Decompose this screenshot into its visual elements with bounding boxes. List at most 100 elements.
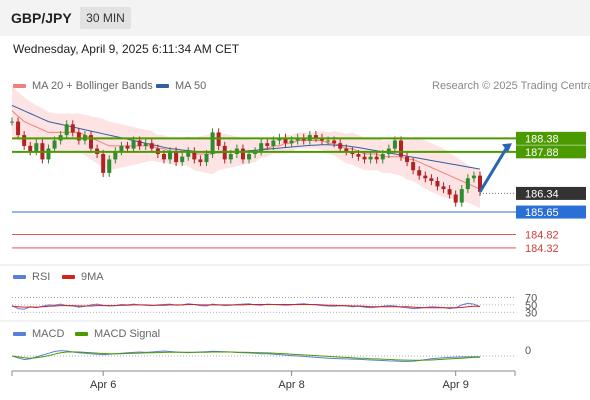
candle-body [70,124,75,133]
candle-body [423,175,428,179]
candle-body [362,156,367,160]
forecast-arrow-head [502,143,512,153]
candle-body [168,151,173,160]
candle-body [240,148,245,160]
candle-body [441,186,446,190]
chart-header: GBP/JPY 30 MIN [0,0,590,36]
price-label-box [516,205,586,219]
candle-body [137,140,142,146]
price-label: 187.88 [525,147,559,159]
rsi-swatch [13,275,26,279]
rsi-level-label: 50 [525,300,537,312]
price-label: 188.38 [525,133,559,145]
candle-body [10,121,14,123]
candle-body [46,148,51,160]
ma20-swatch [13,84,26,88]
candle-body [313,135,318,138]
candle-body [259,143,264,152]
candle-body [374,156,379,160]
candle-body [210,132,215,154]
candle-body [125,145,130,149]
candle-body [174,151,179,163]
candle-body [228,154,233,160]
candle-body [131,140,136,149]
legend-ma20: MA 20 + Bollinger Bands [13,80,153,92]
rsi-ma-label: 9MA [81,271,104,283]
candle-body [283,137,288,144]
rsi-label: RSI [32,271,51,283]
ma50-label: MA 50 [175,80,207,92]
candle-body [113,151,118,160]
forecast-arrow [478,146,509,193]
candle-body [119,145,124,152]
rsi-level-label: 30 [525,307,537,319]
candle-body [380,154,385,160]
candle-body [89,135,94,149]
candle-body [149,143,154,149]
rsi-ma-swatch [62,275,75,279]
candle-body [338,143,343,149]
candle-body [186,151,191,157]
legend-macd-signal: MACD Signal [75,328,160,340]
candle-body [429,178,434,181]
rsi-line [11,302,481,310]
candle-body [356,154,361,157]
candle-body [16,121,21,136]
candle-body [368,156,373,160]
ma20-label: MA 20 + Bollinger Bands [32,80,153,92]
rsi-level-label: 70 [525,292,537,304]
candle-body [76,132,81,141]
candle-body [180,156,185,163]
candle-body [453,194,458,203]
macd-line [11,350,480,362]
rsi-ma-line [11,304,480,309]
macd-label: MACD [32,328,65,340]
bollinger-band [12,86,480,208]
price-label: 184.32 [525,243,559,255]
candle-body [101,154,106,173]
macd-signal-line [11,351,481,361]
candle-body [471,175,476,179]
legend-rsi: RSI [13,271,50,283]
candle-body [392,140,397,149]
candle-body [198,159,203,163]
legend-macd: MACD [13,328,64,340]
candle-body [107,159,112,173]
price-label-box [516,186,586,200]
candle-body [192,151,197,160]
candle-body [64,124,69,136]
symbol-label: GBP/JPY [11,10,72,26]
candle-body [247,154,252,160]
candle-body [22,135,27,146]
price-label: 186.34 [525,188,559,200]
price-label: 185.65 [525,207,559,219]
legend-rsi-ma: 9MA [62,271,104,283]
copyright-text: Research © 2025 Trading Central [432,80,590,92]
candle-body [435,181,440,187]
candle-body [265,143,270,146]
candle-body [398,140,403,157]
candle-body [143,143,148,146]
macd-signal-label: MACD Signal [94,328,161,340]
candle-body [478,175,482,192]
candle-body [332,140,337,144]
macd-signal-swatch [75,332,88,336]
candle-body [34,143,39,152]
x-tick-label: Apr 9 [443,379,469,391]
macd-zero-label: 0 [525,345,531,357]
macd-swatch [13,332,26,336]
candle-body [52,140,57,149]
candle-body [28,145,33,152]
price-label-box [516,131,586,145]
candle-body [289,140,294,144]
candle-body [447,189,452,195]
candle-body [459,189,464,203]
x-tick-label: Apr 6 [90,379,116,391]
timeframe-button[interactable]: 30 MIN [80,7,131,29]
candle-body [465,178,470,190]
candle-body [326,140,331,142]
candle-body [161,154,166,160]
ma50-swatch [156,84,169,88]
candle-body [204,154,209,163]
